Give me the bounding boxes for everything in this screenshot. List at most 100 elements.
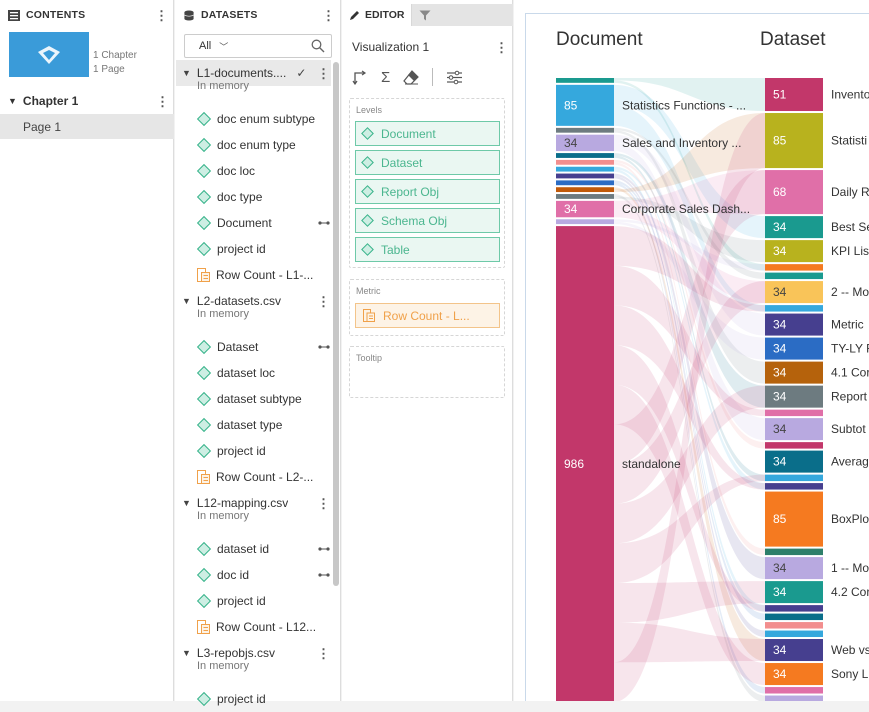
sankey-link[interactable]	[614, 169, 765, 612]
page-row[interactable]: Page 1	[0, 114, 174, 139]
collapse-triangle-icon[interactable]: ▼	[8, 96, 17, 106]
sankey-link[interactable]	[614, 173, 765, 580]
dataset-node[interactable]	[765, 264, 823, 271]
sankey-link[interactable]	[614, 196, 765, 263]
sankey-link[interactable]	[614, 84, 765, 239]
dataset-node[interactable]	[765, 281, 823, 304]
attribute-item[interactable]: project id	[176, 236, 332, 262]
document-node[interactable]	[556, 187, 614, 193]
sankey-link[interactable]	[614, 187, 765, 662]
dataset-node[interactable]	[765, 581, 823, 604]
sankey-link[interactable]	[614, 226, 765, 312]
level-chip[interactable]: Document	[355, 121, 500, 146]
metric-item[interactable]: Row Count - L12...	[176, 614, 332, 640]
document-node[interactable]	[556, 84, 614, 126]
sankey-link[interactable]	[614, 162, 765, 556]
sankey-link[interactable]	[614, 345, 765, 612]
level-chip[interactable]: Table	[355, 237, 500, 262]
document-node[interactable]	[556, 78, 614, 83]
document-node[interactable]	[556, 180, 614, 186]
dataset-node[interactable]	[765, 687, 823, 694]
attribute-item[interactable]: dataset id	[176, 536, 332, 562]
metric-item[interactable]: Row Count - L1-...	[176, 262, 332, 288]
sankey-link[interactable]	[614, 194, 765, 701]
sankey-link[interactable]	[614, 155, 765, 482]
dataset-node[interactable]	[765, 548, 823, 556]
dataset-node[interactable]	[765, 113, 823, 169]
document-node[interactable]	[556, 153, 614, 158]
collapse-triangle-icon[interactable]: ▼	[182, 68, 191, 78]
dataset-menu-icon[interactable]: ⋮	[317, 293, 330, 309]
dataset-node[interactable]	[765, 409, 823, 417]
attribute-item[interactable]: doc type	[176, 184, 332, 210]
attribute-item[interactable]: Document	[176, 210, 332, 236]
sankey-link[interactable]	[614, 265, 765, 417]
sankey-link[interactable]	[614, 281, 765, 504]
sankey-link[interactable]	[614, 127, 765, 280]
sankey-link[interactable]	[614, 113, 765, 193]
level-chip[interactable]: Schema Obj	[355, 208, 500, 233]
collapse-triangle-icon[interactable]: ▼	[182, 648, 191, 658]
chapter-menu-icon[interactable]: ⋮	[156, 93, 169, 109]
dataset-header[interactable]: ▼ L1-documents.... ✓ ⋮	[176, 60, 331, 86]
eraser-icon[interactable]	[403, 69, 420, 85]
sankey-link[interactable]	[614, 159, 765, 449]
dataset-node[interactable]	[765, 170, 823, 215]
dataset-node[interactable]	[765, 622, 823, 629]
document-node[interactable]	[556, 159, 614, 165]
attribute-item[interactable]: doc enum type	[176, 132, 332, 158]
dataset-node[interactable]	[765, 216, 823, 239]
dataset-header[interactable]: ▼ L3-repobjs.csv ⋮	[176, 640, 331, 666]
dataset-node[interactable]	[765, 483, 823, 490]
dataset-header[interactable]: ▼ L12-mapping.csv ⋮	[176, 490, 331, 516]
dataset-node[interactable]	[765, 613, 823, 621]
dataset-node[interactable]	[765, 361, 823, 384]
dataset-node[interactable]	[765, 272, 823, 280]
sankey-link[interactable]	[614, 170, 765, 215]
sankey-link[interactable]	[614, 622, 765, 663]
attribute-item[interactable]: project id	[176, 438, 332, 464]
levels-dropzone[interactable]	[349, 98, 505, 268]
sankey-link[interactable]	[614, 581, 765, 623]
dataset-node[interactable]	[765, 557, 823, 580]
metric-item[interactable]: Row Count - L2-...	[176, 464, 332, 490]
dataset-header[interactable]: ▼ L2-datasets.csv ⋮	[176, 288, 331, 314]
sliders-icon[interactable]	[446, 70, 463, 85]
tooltip-dropzone[interactable]	[349, 346, 505, 398]
document-node[interactable]	[556, 219, 614, 225]
search-icon[interactable]	[311, 39, 325, 53]
sankey-link[interactable]	[614, 105, 765, 312]
dataset-node[interactable]	[765, 663, 823, 686]
sankey-link[interactable]	[614, 305, 765, 490]
sankey-link[interactable]	[614, 182, 765, 694]
document-node[interactable]	[556, 127, 614, 133]
datasets-menu-icon[interactable]: ⋮	[322, 7, 336, 23]
collapse-triangle-icon[interactable]: ▼	[182, 498, 191, 508]
dataset-node[interactable]	[765, 313, 823, 336]
sankey-link[interactable]	[614, 385, 765, 544]
dataset-node[interactable]	[765, 305, 823, 312]
sankey-link[interactable]	[614, 142, 765, 441]
dataset-menu-icon[interactable]: ⋮	[317, 495, 330, 511]
visualization-title[interactable]: Visualization 1	[352, 40, 430, 54]
dataset-node[interactable]	[765, 78, 823, 112]
attribute-item[interactable]: Dataset	[176, 334, 332, 360]
sankey-chart[interactable]: 85 Statistics Functions - ... 34 Sales and …	[526, 14, 869, 701]
dataset-menu-icon[interactable]: ⋮	[317, 645, 330, 661]
dataset-node[interactable]	[765, 385, 823, 408]
tab-filter[interactable]	[412, 4, 440, 26]
sankey-link[interactable]	[614, 166, 765, 490]
chevron-down-icon[interactable]: ﹀	[219, 41, 229, 52]
sankey-link[interactable]	[614, 175, 765, 638]
chapter-row[interactable]: ▼ Chapter 1 ⋮	[0, 90, 174, 112]
dataset-node[interactable]	[765, 639, 823, 662]
sankey-link[interactable]	[614, 221, 765, 360]
swap-axes-icon[interactable]	[352, 70, 368, 85]
dataset-node[interactable]	[765, 337, 823, 360]
document-node[interactable]	[556, 194, 614, 199]
sankey-link[interactable]	[614, 384, 765, 686]
dataset-node[interactable]	[765, 474, 823, 482]
dataset-menu-icon[interactable]: ⋮	[317, 65, 330, 81]
sankey-link[interactable]	[614, 180, 765, 621]
sigma-icon[interactable]: Σ	[381, 68, 391, 86]
